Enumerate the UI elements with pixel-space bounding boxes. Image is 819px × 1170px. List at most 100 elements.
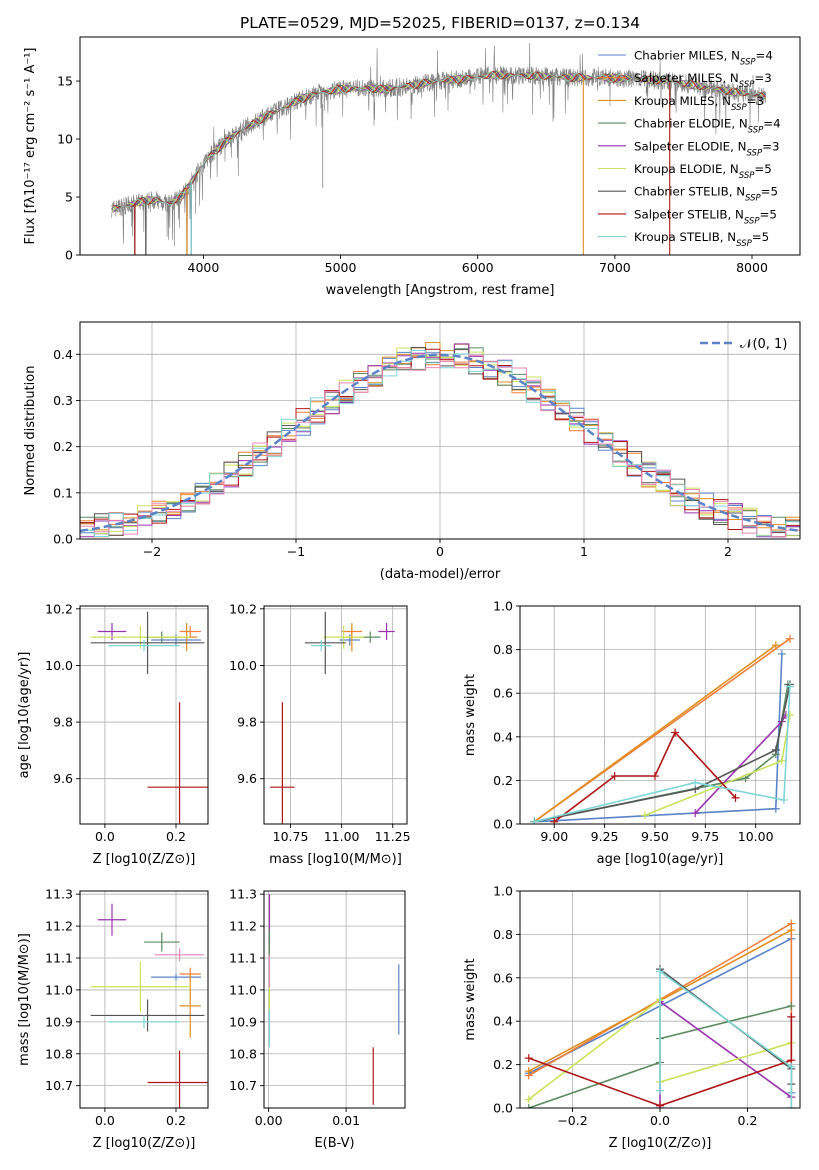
y-tick-label: 0.2 <box>53 439 73 454</box>
axes-box <box>79 36 801 256</box>
series-marker-kroupa_stelib <box>787 1104 796 1108</box>
y-tick-label: 9.6 <box>53 771 73 786</box>
y-tick-label: 10.7 <box>45 1078 73 1093</box>
series-line-chabrier_stelib <box>533 684 791 823</box>
y-tick-label: 11.1 <box>229 951 257 966</box>
series-line-kroupa_elodie <box>644 714 791 817</box>
x-tick-label: 0 <box>436 544 444 559</box>
panel-mass_vs_z: 0.0 0.2 10.7 10.8 10.9 11.0 11.1 11.2 11.3 Z [log… <box>17 887 209 1151</box>
y-tick-label: 10.8 <box>45 1046 73 1061</box>
legend-subscript: SSP <box>739 171 755 181</box>
series-line-salpeter_stelib <box>528 1016 793 1107</box>
y-tick-label: 11.0 <box>229 982 257 997</box>
series-marker-salpeter_stelib <box>524 1054 533 1063</box>
y-tick-label: 0.0 <box>493 1101 513 1116</box>
y-tick-label: 10 <box>57 132 73 147</box>
legend-label: Kroupa ELODIE, NSSP=5 <box>634 162 772 181</box>
x-tick-label: 5000 <box>325 260 357 275</box>
plot-area <box>268 894 400 1105</box>
panel-age_vs_z: 0.0 0.2 9.6 9.8 10.0 10.2 Z [log10(Z/Z⊙)] age [… <box>17 601 209 867</box>
series-marker-kroupa_miles <box>787 926 796 935</box>
axes-box <box>79 890 209 1109</box>
legend-value: =5 <box>761 185 778 199</box>
y-tick-label: 0 <box>65 248 73 263</box>
axes-box <box>79 605 209 825</box>
x-tick-label: 10.75 <box>273 829 309 844</box>
series-marker-kroupa_miles <box>771 641 780 650</box>
x-tick-label: 9.25 <box>591 829 619 844</box>
x-axis-label: (data-model)/error <box>380 567 501 582</box>
legend-value: =3 <box>762 139 779 153</box>
y-axis-label: mass weight <box>463 958 478 1040</box>
y-axis-label: age [log10(age/yr)] <box>17 652 32 779</box>
panel-age_vs_mass: 10.75 11.00 11.25 9.6 9.8 10.0 10.2 mass [log10… <box>229 601 410 867</box>
series-marker-salpeter_stelib <box>731 793 740 802</box>
y-tick-label: 10.9 <box>45 1014 73 1029</box>
series-marker-kroupa_elodie <box>777 756 786 765</box>
grid-lines <box>80 891 208 1108</box>
legend-value: =5 <box>752 230 769 244</box>
x-axis-label: Z [log10(Z/Z⊙)] <box>93 852 196 867</box>
legend-subscript: SSP <box>748 126 764 136</box>
axes-frame: −2 −1 0 1 2 0.0 0.1 0.2 0.3 0.4 (data-model)/error… <box>23 321 801 582</box>
x-tick-label: −1 <box>287 544 305 559</box>
panel-mass_vs_ebv: 0.00 0.01 10.7 10.8 10.9 11.0 11.1 11.2 11.3 E(B-… <box>229 887 406 1151</box>
series-marker-chabrier_stelib <box>771 745 780 754</box>
histogram-histogram_pink <box>80 354 800 538</box>
grid-lines <box>264 606 407 824</box>
y-tick-label: 0.4 <box>493 1014 513 1029</box>
series-marker-salpeter_stelib <box>610 772 619 781</box>
axes-box <box>263 605 408 825</box>
series-marker-salpeter_miles <box>785 634 794 643</box>
y-tick-label: 0.6 <box>493 686 513 701</box>
x-axis-label: E(B-V) <box>314 1136 354 1151</box>
x-tick-label: 9.00 <box>540 829 568 844</box>
legend-value: =3 <box>747 94 764 108</box>
y-tick-label: 10.2 <box>229 601 257 616</box>
series-marker-kroupa_stelib <box>785 682 794 691</box>
grid-lines <box>264 891 405 1108</box>
y-tick-label: 1.0 <box>493 884 513 899</box>
x-tick-label: 10.00 <box>738 829 774 844</box>
x-axis-label: wavelength [Angstrom, rest frame] <box>326 283 555 298</box>
legend-value: =4 <box>763 117 780 131</box>
legend-subscript: SSP <box>746 148 762 158</box>
series-line-kroupa_stelib <box>659 969 793 1108</box>
x-tick-label: 9.75 <box>691 829 719 844</box>
series-line-chabrier_elodie <box>533 684 789 823</box>
series-marker-kroupa_stelib <box>656 967 664 976</box>
y-tick-label: 0.4 <box>53 347 73 362</box>
plot-area <box>524 919 796 1108</box>
legend-subscript: SSP <box>731 103 747 113</box>
y-tick-label: 0.2 <box>493 1057 513 1072</box>
x-tick-label: 0.0 <box>650 1113 670 1128</box>
y-tick-label: 10.0 <box>229 658 257 673</box>
x-axis-label: Z [log10(Z/Z⊙)] <box>93 1136 196 1151</box>
axes-box <box>519 605 801 825</box>
x-axis-label: age [log10(age/yr)] <box>597 852 724 867</box>
y-axis-label: mass [log10(M/M⊙)] <box>17 933 32 1066</box>
series-marker-salpeter_elodie <box>691 809 700 818</box>
legend-subscript: SSP <box>740 58 756 68</box>
x-tick-label: 0.01 <box>332 1113 360 1128</box>
grid-lines <box>80 606 208 824</box>
panel-residuals: −2 −1 0 1 2 0.0 0.1 0.2 0.3 0.4 (data-model)/error… <box>23 321 801 582</box>
y-tick-label: 1.0 <box>493 599 513 614</box>
y-tick-label: 9.8 <box>237 715 257 730</box>
x-axis-label: Z [log10(Z/Z⊙)] <box>609 1136 712 1151</box>
legend-subscript: SSP <box>745 194 761 204</box>
y-tick-label: 11.3 <box>229 887 257 902</box>
axes-frame: 9.00 9.25 9.50 9.75 10.00 0.0 0.2 0.4 0.6 0.8 1.0 a… <box>463 599 801 867</box>
plot-area <box>270 611 395 824</box>
model-spectrum-kroupa_stelib <box>111 71 766 210</box>
y-tick-label: 10.7 <box>229 1078 257 1093</box>
series-marker-kroupa_stelib <box>656 1086 664 1095</box>
x-tick-label: 0.00 <box>255 1113 283 1128</box>
axes-frame: 0.0 0.2 9.6 9.8 10.0 10.2 Z [log10(Z/Z⊙)] age [… <box>17 601 209 867</box>
y-tick-label: 9.8 <box>53 715 73 730</box>
x-tick-label: −2 <box>143 544 161 559</box>
x-tick-label: 0.2 <box>166 1113 186 1128</box>
y-tick-label: 15 <box>57 74 73 89</box>
series-marker-chabrier_miles <box>771 804 780 813</box>
axes-frame: 4000 5000 6000 7000 8000 0 5 10 15 wavelength [An… <box>23 36 801 298</box>
